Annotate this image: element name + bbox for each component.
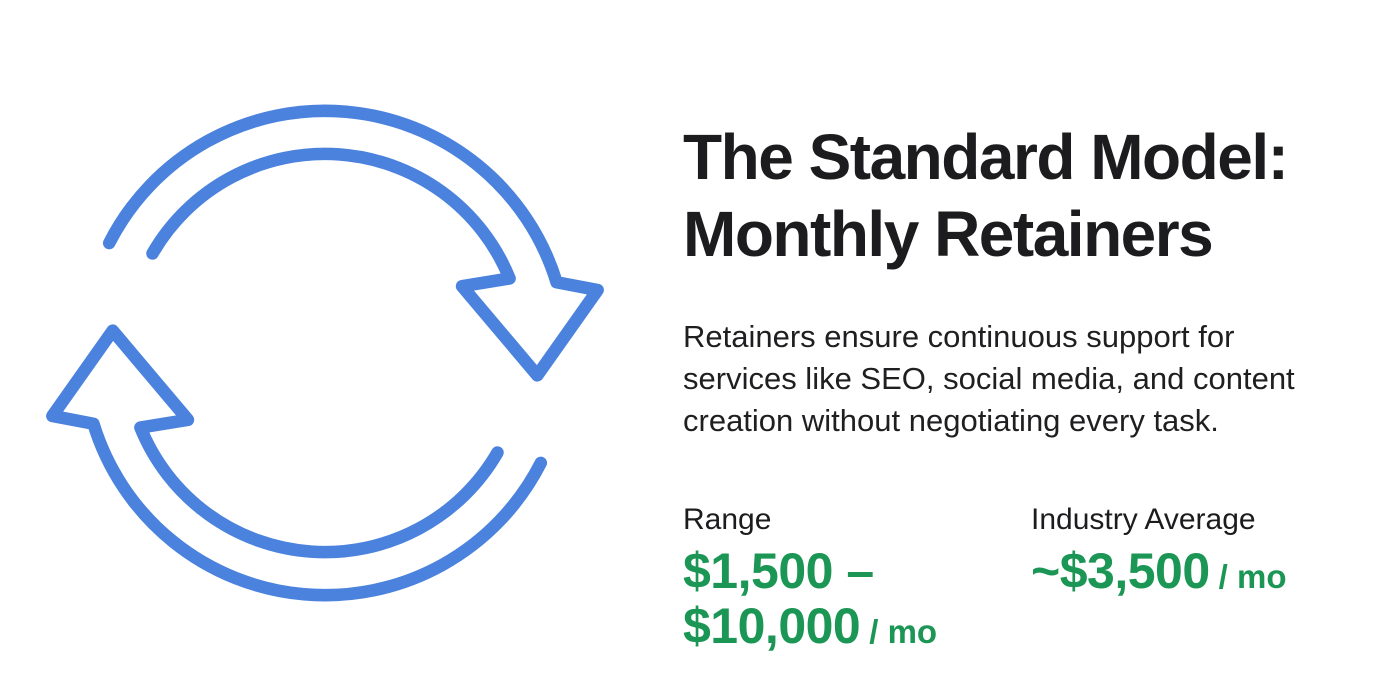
stat-range-unit: / mo [869, 613, 938, 650]
stat-range-value-line2: $10,000 [683, 598, 861, 654]
stat-average-value-number: ~$3,500 [1031, 543, 1210, 599]
stat-industry-average: Industry Average ~$3,500/ mo [1031, 502, 1286, 659]
stat-range-value: $1,500 – $10,000/ mo [683, 544, 1031, 659]
text-column: The Standard Model: Monthly Retainers Re… [683, 0, 1348, 659]
page-title-line2: Monthly Retainers [683, 198, 1214, 270]
description-text: Retainers ensure continuous support for … [683, 319, 1295, 438]
cycle-arrow-top [102, 104, 604, 382]
page-title-line1: The Standard Model: [683, 121, 1289, 193]
stat-average-value: ~$3,500/ mo [1031, 544, 1286, 604]
stat-range: Range $1,500 – $10,000/ mo [683, 502, 1031, 659]
stat-average-label: Industry Average [1031, 503, 1256, 536]
stat-range-label: Range [683, 503, 772, 536]
cycle-arrow-bottom [46, 324, 548, 602]
stat-average-unit: / mo [1218, 558, 1287, 595]
stat-range-value-line1: $1,500 – [683, 543, 874, 599]
stats-row: Range $1,500 – $10,000/ mo Industry Aver… [683, 502, 1348, 659]
cycle-arrows-icon [38, 66, 612, 640]
page-title: The Standard Model: Monthly Retainers [683, 119, 1348, 273]
